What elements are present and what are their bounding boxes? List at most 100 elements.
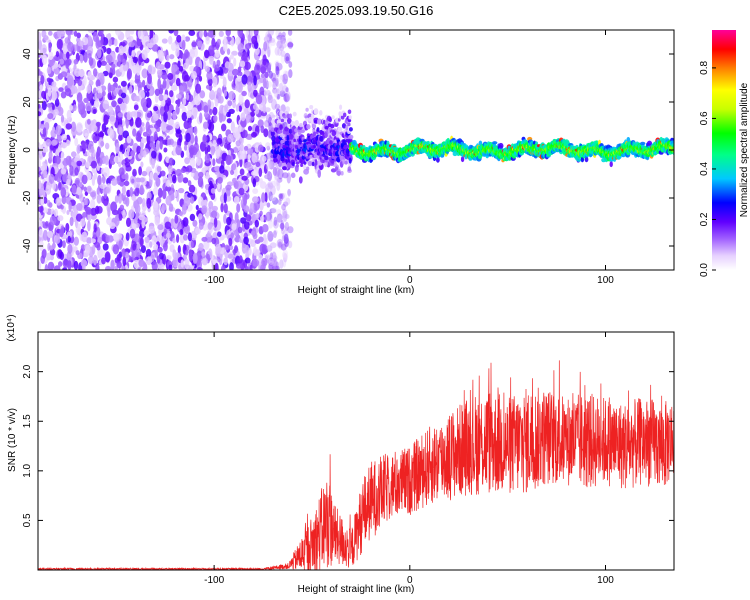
- spectrogram-cell: [66, 117, 70, 125]
- spectrogram-cell: [222, 76, 227, 88]
- spectrogram-cell: [133, 95, 141, 102]
- spectrogram-cell: [97, 60, 102, 68]
- spectrogram-cell: [159, 139, 163, 150]
- spectrogram-cell: [268, 258, 274, 266]
- spectrogram-cell: [135, 111, 142, 118]
- spectrogram-cell: [111, 63, 116, 70]
- spectrogram-cell: [209, 55, 215, 62]
- spectrogram-cell: [103, 200, 109, 207]
- spectrogram-cell: [276, 209, 282, 216]
- spectrogram-cell: [57, 215, 64, 222]
- spectrogram-cell: [131, 178, 135, 184]
- spectrogram-cell: [113, 38, 118, 47]
- spectrogram-cell: [343, 112, 347, 118]
- spectrogram-cell: [120, 144, 124, 151]
- spectrogram-cell: [65, 123, 73, 130]
- spectrogram-cell: [238, 187, 245, 196]
- spectrogram-cell: [136, 196, 143, 205]
- spectrogram-cell: [214, 262, 219, 270]
- spectrogram-cell: [146, 197, 152, 209]
- spectrogram-cell: [41, 90, 46, 99]
- spectrogram-cell: [175, 77, 181, 87]
- spectrogram-cell: [54, 265, 61, 270]
- spectrogram-cell: [227, 253, 234, 259]
- spectrogram-cell: [153, 106, 159, 112]
- spectrogram-cell: [134, 187, 140, 197]
- spectrogram-cell: [275, 30, 282, 38]
- spectrogram-cell: [71, 85, 78, 94]
- spectrogram-cell: [284, 93, 288, 102]
- spectrogram-cell: [277, 47, 282, 57]
- spectrogram-cell: [155, 61, 161, 70]
- spectrogram-cell: [193, 125, 198, 136]
- spectrogram-cell: [276, 66, 280, 78]
- spectrogram-cell: [296, 164, 299, 168]
- spectrogram-cell: [275, 62, 283, 71]
- spectrogram-cell: [170, 85, 178, 91]
- spectrogram-cell: [100, 140, 105, 147]
- spectrogram-cell: [331, 130, 337, 137]
- spectrogram-cell: [282, 251, 287, 259]
- spectrogram-cell: [287, 240, 293, 249]
- spectrogram-cell: [215, 243, 222, 254]
- spectrogram-cell: [94, 170, 98, 180]
- spectrogram-cell: [264, 212, 270, 222]
- spectrogram-cell: [132, 128, 137, 137]
- spectrogram-cell: [260, 215, 265, 222]
- spectrogram-cell: [71, 161, 77, 167]
- spectrogram-cell: [138, 259, 145, 267]
- spectrogram-cell: [116, 261, 122, 269]
- spectrogram-cell: [87, 220, 91, 232]
- spectrogram-cell: [336, 170, 341, 176]
- spectrogram-cell: [94, 100, 100, 108]
- spectrogram-cell: [56, 171, 62, 183]
- spectrogram-cell: [140, 147, 144, 158]
- spectrogram-cell: [223, 203, 228, 214]
- spectrogram-cell: [131, 223, 137, 229]
- spectrogram-cell: [266, 81, 273, 88]
- spectrogram-cell: [111, 100, 117, 108]
- spectrogram-cell: [265, 183, 272, 195]
- spectrogram-cell: [198, 213, 203, 220]
- spectrogram-cell: [185, 93, 190, 101]
- spectrogram-cell: [280, 193, 285, 200]
- spectrogram-cell: [281, 85, 289, 94]
- spectrogram-cell: [100, 151, 105, 159]
- spectrogram-cell: [46, 66, 52, 75]
- spectrogram-cell: [307, 160, 313, 167]
- spectrogram-cell: [244, 257, 251, 264]
- spectrogram-cell: [265, 161, 271, 171]
- spectrogram-cell: [122, 256, 127, 267]
- spectrogram-cell: [77, 223, 81, 234]
- spectrogram-cell: [258, 167, 263, 177]
- spectrogram-cell: [96, 48, 102, 59]
- spectrogram-cell: [122, 58, 126, 66]
- spectrogram-cell: [273, 229, 278, 235]
- spectrogram-cell: [42, 229, 48, 241]
- spectrogram-cell: [266, 202, 271, 208]
- spectrogram-cell: [182, 177, 189, 184]
- spectrogram-cell: [82, 264, 86, 270]
- spectrogram-cell: [282, 166, 287, 171]
- spectrogram-cell: [177, 245, 181, 254]
- spectrogram-cell: [201, 257, 208, 266]
- spectrogram-cell: [211, 205, 218, 212]
- spectrogram-cell: [104, 155, 109, 166]
- spectrogram-cell: [85, 244, 91, 255]
- spectrogram-cell: [84, 132, 89, 140]
- spectrogram-cell: [319, 131, 325, 136]
- spectrogram-cell: [91, 175, 96, 186]
- spectrogram-cell: [80, 259, 88, 268]
- spectrogram-cell: [299, 123, 303, 128]
- spectrogram-cell: [260, 66, 267, 74]
- spectrogram-cell: [218, 95, 224, 104]
- spectrogram-cell: [271, 207, 277, 214]
- spectrogram-cell: [281, 208, 288, 219]
- spectrogram-cell: [267, 46, 271, 58]
- spectrogram-cell: [275, 79, 279, 86]
- spectrogram-cell: [195, 204, 199, 211]
- spectrogram-cell: [280, 34, 286, 45]
- spectrogram-cell: [60, 142, 68, 149]
- spectrogram-cell: [151, 157, 156, 169]
